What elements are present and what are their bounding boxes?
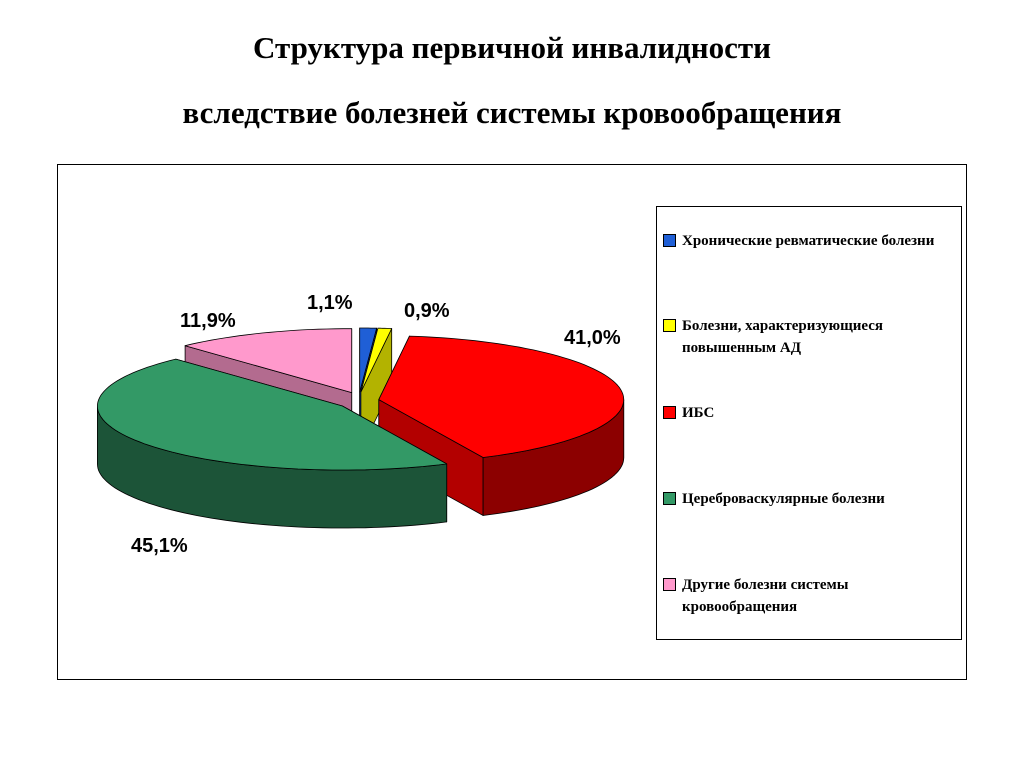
pie-slice-rheumatic [359, 327, 377, 393]
data-label-hypertension: 0,9% [404, 300, 450, 322]
chart-title-line-2: вследствие болезней системы кровообращен… [182, 95, 842, 130]
pie-slice-cerebrovascular [97, 358, 448, 471]
data-label-ihd: 41,0% [564, 327, 621, 349]
legend-label-other: Другие болезни системы кровообращения [682, 577, 849, 615]
legend-item-cerebrovascular: Цереброваскулярные болезни [663, 488, 959, 510]
data-label-rheumatic: 1,1% [307, 292, 353, 314]
pie-slice-other [184, 328, 353, 393]
data-label-cerebrovascular: 45,1% [131, 535, 188, 557]
legend-swatch-hypertension [663, 319, 676, 332]
legend-item-other: Другие болезни системы кровообращения [663, 574, 959, 618]
legend-label-rheumatic: Хронические ревматические болезни [682, 233, 935, 249]
legend-label-ihd: ИБС [682, 405, 715, 421]
legend-item-rheumatic: Хронические ревматические болезни [663, 230, 959, 252]
data-label-other: 11,9% [180, 310, 236, 332]
legend-item-ihd: ИБС [663, 402, 959, 424]
legend-item-hypertension: Болезни, характеризующиеся повышенным АД [663, 315, 959, 359]
pie-slice-ihd [378, 335, 625, 458]
chart-area: 1,1% 0,9% 41,0% 45,1% 11,9% [57, 164, 967, 680]
legend-swatch-cerebrovascular [663, 492, 676, 505]
legend-swatch-ihd [663, 406, 676, 419]
legend-label-hypertension: Болезни, характеризующиеся повышенным АД [682, 318, 883, 356]
legend-swatch-rheumatic [663, 234, 676, 247]
pie-slice-hypertension [360, 327, 393, 393]
legend-label-cerebrovascular: Цереброваскулярные болезни [682, 491, 885, 507]
pie-chart [97, 327, 625, 529]
legend-swatch-other [663, 578, 676, 591]
chart-title-line-1: Структура первичной инвалидности [253, 30, 771, 65]
chart-legend: Хронические ревматические болезни Болезн… [656, 206, 962, 640]
